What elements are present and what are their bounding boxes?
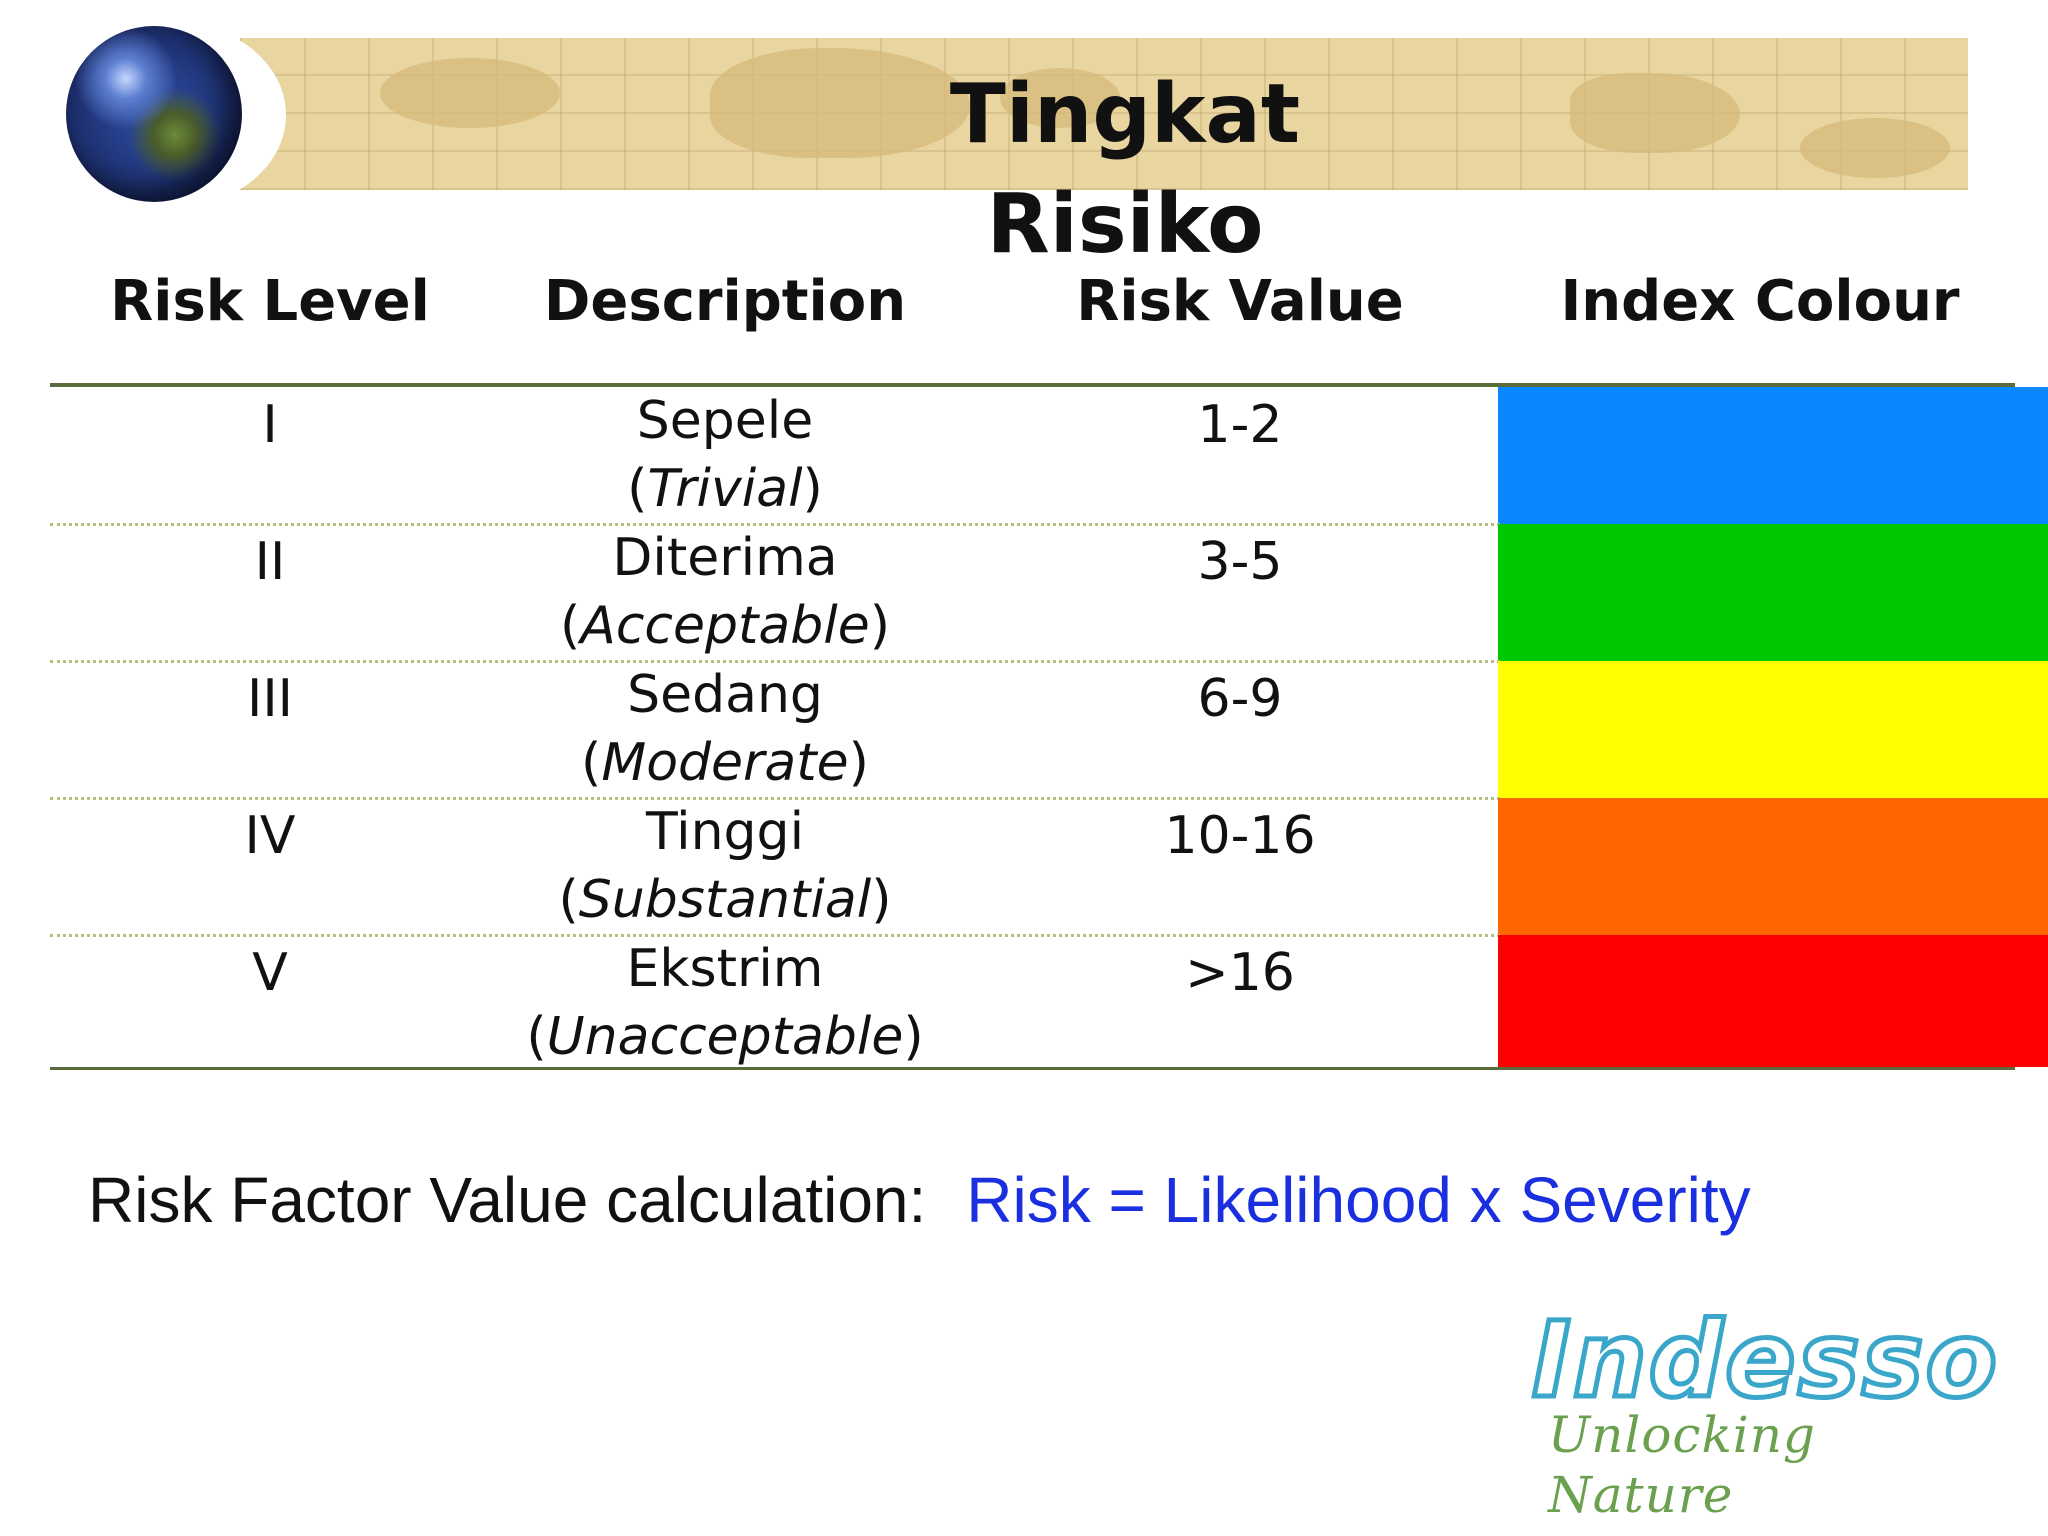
indesso-logo: Indesso Unlocking Nature bbox=[1520, 1303, 2000, 1525]
column-header-risk-value: Risk Value bbox=[1076, 269, 1404, 334]
description-en: Moderate bbox=[601, 733, 849, 793]
description-id: Tinggi bbox=[645, 802, 805, 862]
map-decoration bbox=[380, 58, 560, 128]
table-row: IV Tinggi (Substantial) 10-16 bbox=[50, 798, 2048, 937]
map-decoration bbox=[1800, 118, 1950, 178]
row-divider bbox=[50, 934, 1500, 937]
map-decoration bbox=[1570, 73, 1740, 153]
map-decoration bbox=[710, 48, 970, 158]
formula-expression: Risk = Likelihood x Severity bbox=[966, 1164, 1751, 1236]
description-cell: Diterima (Acceptable) bbox=[559, 528, 891, 656]
index-colour-swatch bbox=[1498, 935, 2048, 1067]
map-decoration bbox=[1000, 68, 1120, 128]
index-colour-swatch bbox=[1498, 524, 2048, 661]
logo-wordmark: Indesso bbox=[1530, 1299, 2000, 1421]
table-row: V Ekstrim (Unacceptable) >16 bbox=[50, 935, 2048, 1067]
index-colour-swatch bbox=[1498, 798, 2048, 935]
risk-value-cell: 3-5 bbox=[1197, 532, 1283, 592]
risk-level-cell: V bbox=[252, 943, 288, 1003]
risk-level-cell: I bbox=[262, 395, 278, 455]
formula-label: Risk Factor Value calculation: bbox=[88, 1164, 927, 1236]
description-cell: Tinggi (Substantial) bbox=[558, 802, 892, 930]
column-header-description: Description bbox=[543, 269, 907, 334]
risk-value-cell: 10-16 bbox=[1164, 806, 1316, 866]
description-cell: Sepele (Trivial) bbox=[627, 391, 823, 519]
row-divider bbox=[50, 523, 1500, 526]
column-header-index-colour: Index Colour bbox=[1560, 269, 1960, 334]
risk-value-cell: >16 bbox=[1185, 943, 1295, 1003]
description-en: Unacceptable bbox=[546, 1007, 904, 1067]
table-row: II Diterima (Acceptable) 3-5 bbox=[50, 524, 2048, 663]
risk-level-cell: III bbox=[246, 669, 293, 729]
description-id: Ekstrim bbox=[626, 939, 824, 999]
logo-tagline: Unlocking Nature bbox=[1548, 1406, 1816, 1524]
page-title: Tingkat Risiko bbox=[949, 67, 1301, 272]
description-en: Trivial bbox=[647, 459, 803, 519]
column-header-risk-level: Risk Level bbox=[110, 269, 430, 334]
title-banner bbox=[240, 38, 1968, 190]
description-en: Acceptable bbox=[580, 596, 870, 656]
risk-level-cell: IV bbox=[244, 806, 296, 866]
row-divider bbox=[50, 660, 1500, 663]
risk-value-cell: 1-2 bbox=[1197, 395, 1283, 455]
description-cell: Sedang (Moderate) bbox=[581, 665, 869, 793]
risk-level-cell: II bbox=[254, 532, 286, 592]
row-divider bbox=[50, 797, 1500, 800]
description-id: Sepele bbox=[636, 391, 814, 451]
index-colour-swatch bbox=[1498, 661, 2048, 798]
table-row: I Sepele (Trivial) 1-2 bbox=[50, 387, 2048, 526]
risk-formula: Risk Factor Value calculation: Risk = Lik… bbox=[88, 1160, 1751, 1240]
risk-value-cell: 6-9 bbox=[1197, 669, 1283, 729]
description-cell: Ekstrim (Unacceptable) bbox=[526, 939, 924, 1067]
globe-icon bbox=[66, 26, 242, 202]
description-id: Diterima bbox=[612, 528, 838, 588]
description-id: Sedang bbox=[627, 665, 823, 725]
table-bottom-rule bbox=[50, 1067, 2015, 1070]
index-colour-swatch bbox=[1498, 387, 2048, 524]
table-top-rule bbox=[50, 383, 2015, 387]
table-row: III Sedang (Moderate) 6-9 bbox=[50, 661, 2048, 800]
description-en: Substantial bbox=[578, 870, 872, 930]
